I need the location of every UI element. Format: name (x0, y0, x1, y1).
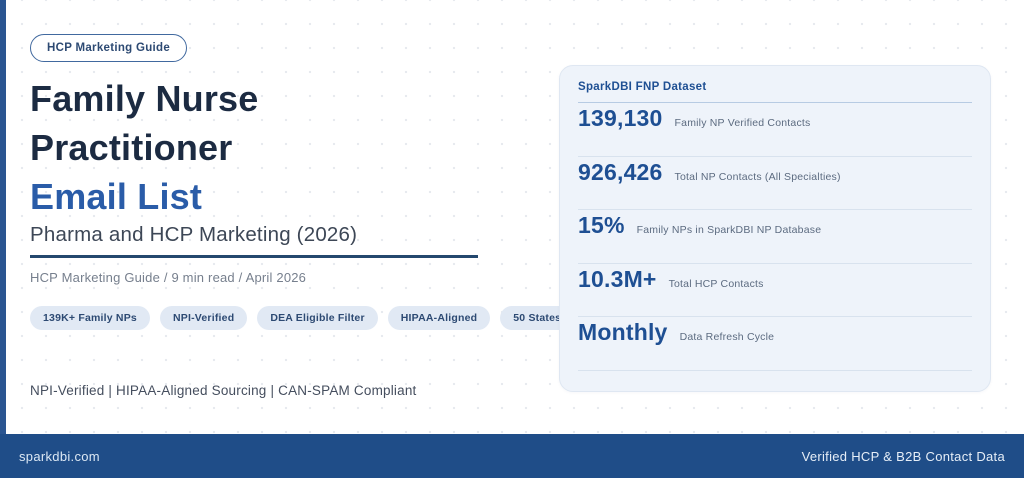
stat-label: Total NP Contacts (All Specialties) (674, 170, 841, 183)
compliance-note: NPI-Verified | HIPAA-Aligned Sourcing | … (30, 383, 417, 398)
stat-label: Total HCP Contacts (668, 277, 764, 290)
stat-label: Data Refresh Cycle (679, 331, 775, 343)
page-subtitle: Pharma and HCP Marketing (2026) (30, 223, 358, 246)
left-accent-bar (0, 0, 6, 478)
category-badge: HCP Marketing Guide (30, 34, 188, 62)
pill-dea-filter: DEA Eligible Filter (257, 306, 378, 330)
stat-value: 10.3M+ (578, 265, 657, 292)
stat-value: 926,426 (578, 158, 663, 185)
pill-hipaa-aligned: HIPAA-Aligned (387, 306, 491, 330)
footer-bar: sparkdbi.com Verified HCP & B2B Contact … (0, 434, 1024, 478)
page-title-line2: Practitioner (30, 127, 233, 168)
page-title-accent: Email List (30, 176, 203, 217)
page-title: Family Nurse Practitioner Email List (30, 74, 259, 221)
footer-domain-link[interactable]: sparkdbi.com (19, 448, 100, 464)
footer-tagline: Verified HCP & B2B Contact Data (801, 448, 1005, 464)
pill-npi-verified: NPI-Verified (159, 306, 248, 330)
stat-value: Monthly (578, 319, 668, 345)
page-title-line1: Family Nurse (30, 78, 259, 119)
stat-value: 139,130 (578, 105, 663, 131)
stat-row-total-hcp: 10.3M+ Total HCP Contacts (578, 264, 972, 317)
stat-label: Family NP Verified Contacts (674, 117, 811, 129)
title-divider (30, 255, 478, 258)
stat-row-family-np-share: 15% Family NPs in SparkDBI NP Database (578, 210, 972, 264)
stat-row-verified-contacts: 139,130 Family NP Verified Contacts (578, 103, 972, 157)
article-meta: HCP Marketing Guide / 9 min read / April… (30, 270, 307, 285)
stat-label: Family NPs in SparkDBI NP Database (636, 224, 822, 236)
pill-family-nps: 139K+ Family NPs (30, 306, 150, 330)
stat-row-total-np: 926,426 Total NP Contacts (All Specialti… (578, 157, 972, 210)
stat-row-refresh-cycle: Monthly Data Refresh Cycle (578, 317, 972, 371)
stat-value: 15% (578, 212, 625, 238)
stats-card-title: SparkDBI FNP Dataset (578, 81, 972, 103)
dataset-stats-card: SparkDBI FNP Dataset 139,130 Family NP V… (559, 65, 991, 392)
feature-pill-row: 139K+ Family NPs NPI-Verified DEA Eligib… (30, 306, 575, 330)
